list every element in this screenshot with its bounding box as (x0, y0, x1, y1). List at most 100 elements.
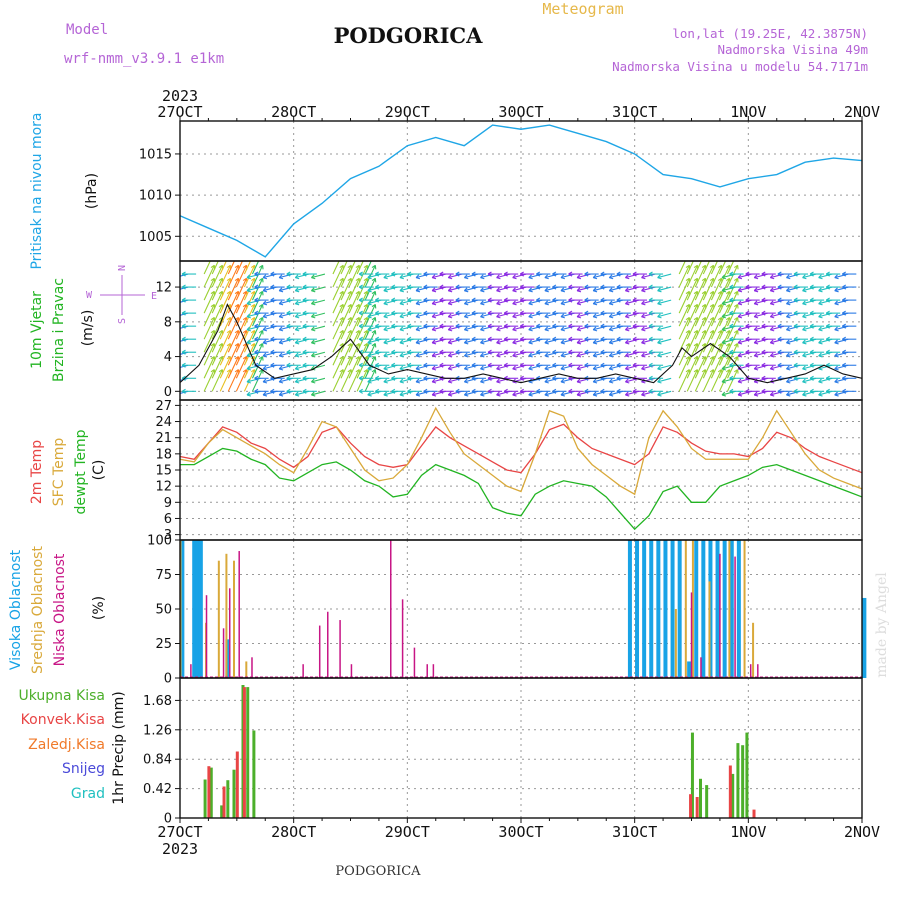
wind-arrow-head (584, 336, 589, 340)
wind-arrow-head (383, 290, 388, 293)
wind-arrow-head (487, 364, 492, 368)
wind-arrow (560, 273, 575, 279)
wind-arrow-head (592, 300, 597, 305)
wind-arrow-head (737, 355, 743, 358)
cloud-unit: (%) (91, 596, 107, 620)
precip-total-bar (246, 687, 250, 818)
wind-arrow-head (391, 297, 396, 301)
wind-arrow (754, 377, 768, 383)
precip-total-bar (745, 732, 749, 818)
wind-arrow-head (423, 299, 428, 303)
wind-arrow (279, 351, 293, 357)
wind-arrow-head (286, 323, 291, 327)
wind-arrow-head (802, 394, 807, 397)
wind-arrow-head (455, 286, 460, 290)
wind-arrow-head (348, 252, 351, 254)
wind-arrow-head (363, 290, 368, 295)
wind-arrow-head (657, 339, 661, 344)
precip-total-bar (203, 779, 207, 818)
wind-arrow-head (745, 351, 750, 355)
wind-arrow-head (693, 290, 698, 295)
wind-arrow-head (536, 312, 541, 316)
wind-arrow-head (503, 338, 508, 342)
wind-arrow-head (262, 391, 267, 396)
wind-arrow-head (729, 388, 734, 392)
wind-arrow-head (391, 271, 396, 275)
wind-arrow-head (455, 284, 460, 288)
wind-arrow-head (608, 274, 613, 279)
wind-arrow-head (842, 286, 847, 290)
wind-arrow-head (818, 277, 823, 280)
wind-arrow (243, 304, 256, 327)
wind-arrow-head (175, 330, 179, 331)
wind-arrow-head (632, 336, 637, 340)
wind-arrow-head (842, 323, 847, 327)
wind-arrow-head (600, 351, 605, 355)
wind-arrow-head (278, 287, 283, 292)
wind-arrow-head (608, 365, 613, 370)
wind-arrow-head (793, 377, 798, 381)
wind-arrow (702, 356, 714, 379)
wind-arrow-head (769, 313, 774, 318)
wind-arrow-head (512, 316, 517, 319)
wind-arrow-head (439, 364, 444, 368)
wind-arrow-head (709, 277, 714, 282)
wind-arrow-head (745, 312, 750, 316)
wind-arrow-head (560, 274, 565, 279)
wind-arrow-head (423, 325, 428, 329)
wind-arrow (576, 286, 591, 292)
wind-arrow-head (358, 325, 363, 329)
wind-arrow-head (729, 273, 734, 277)
wind-arrow (754, 390, 768, 396)
wind-arrow-head (210, 303, 215, 308)
wind-arrow-head (576, 303, 582, 306)
wind-arrow-head (270, 336, 275, 340)
wind-arrow-head (754, 342, 759, 345)
wind-arrow (686, 343, 698, 366)
wind-arrow-head (648, 312, 653, 316)
wind-arrow-head (721, 381, 727, 384)
wind-arrow-head (786, 316, 791, 319)
wind-arrow-head (641, 381, 646, 384)
wind-arrow-head (825, 299, 830, 303)
wind-arrow-head (278, 313, 283, 318)
wind-arrow (432, 338, 446, 344)
wind-arrow-head (246, 394, 251, 397)
wind-arrow-head (415, 352, 420, 357)
wind-arrow (295, 286, 309, 292)
wind-arrow-head (358, 336, 363, 340)
wind-arrow-head (641, 316, 646, 319)
wind-arrow (718, 304, 731, 327)
wind-arrow-head (448, 394, 453, 397)
wind-arrow (718, 317, 731, 340)
wind-arrow (770, 338, 784, 344)
wind-arrow-head (302, 375, 307, 379)
wind-arrow-head (254, 286, 259, 290)
wind-arrow-head (311, 394, 316, 397)
wind-arrow (754, 325, 768, 331)
wind-arrow-head (423, 312, 428, 316)
wind-arrow-head (842, 284, 847, 288)
wind-arrow-head (358, 338, 363, 342)
wind-arrow-head (834, 391, 838, 396)
precip-convective-bar (728, 765, 732, 818)
wind-arrow (802, 377, 817, 383)
wind-arrow-head (391, 336, 396, 340)
wind-arrow-head (786, 287, 790, 292)
wind-arrow-head (721, 316, 727, 319)
wind-arrow-head (834, 339, 838, 344)
wind-arrow (625, 390, 640, 396)
wind-arrow-head (519, 325, 524, 329)
wind-arrow (770, 286, 784, 292)
wind-arrow (770, 351, 784, 357)
wind-arrow (203, 278, 215, 301)
wind-arrow (432, 390, 446, 396)
wind-arrow (786, 286, 801, 292)
wind-arrow-head (802, 339, 806, 344)
wind-arrow-head (295, 342, 300, 345)
wind-arrow-head (210, 316, 215, 321)
wind-arrow-head (463, 326, 468, 331)
wind-arrow-head (609, 368, 614, 371)
wind-arrow-head (657, 342, 662, 345)
wind-arrow-head (536, 349, 541, 353)
